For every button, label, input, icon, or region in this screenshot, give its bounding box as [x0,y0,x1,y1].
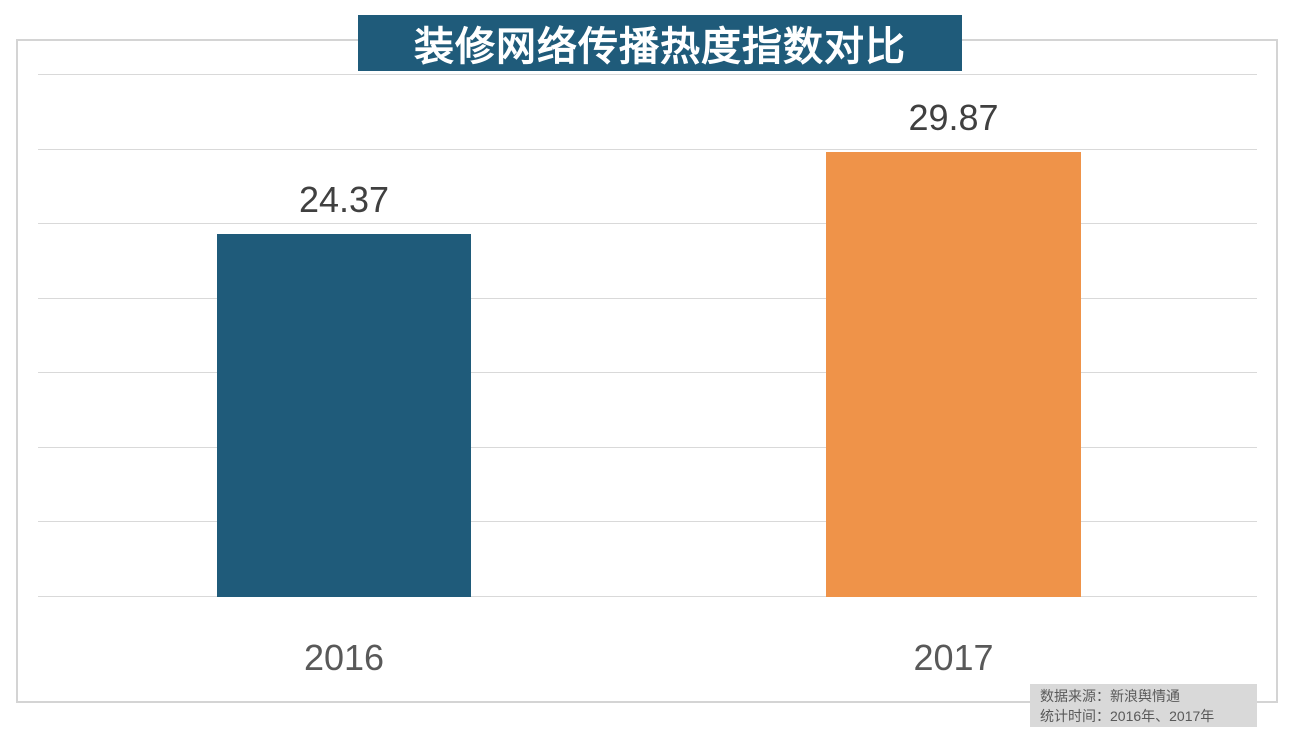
gridline-25 [38,223,1257,225]
value-label-2016: 24.37 [298,178,390,220]
bar-2016[interactable] [217,233,471,597]
source-note-line2: 统计时间：2016年、2017年 [1040,708,1215,724]
plot-area [38,74,1257,597]
chart-title-box: 装修网络传播热度指数对比 [358,15,962,71]
gridline-35 [38,74,1257,75]
category-label-2016: 2016 [303,637,385,678]
category-label-2017: 2017 [913,637,994,678]
gridline-20 [38,297,1257,299]
gridline-10 [38,446,1257,448]
gridline-15 [38,372,1257,374]
bar-2017[interactable] [826,151,1081,597]
source-note: 数据来源：新浪舆情通 统计时间：2016年、2017年 [1030,684,1257,727]
value-label-2017: 29.87 [908,96,999,138]
gridline-0 [38,596,1257,597]
gridline-5 [38,521,1257,523]
gridline-30 [38,148,1257,150]
chart-title: 装修网络传播热度指数对比 [414,25,906,69]
source-note-line1: 数据来源：新浪舆情通 [1040,688,1180,704]
